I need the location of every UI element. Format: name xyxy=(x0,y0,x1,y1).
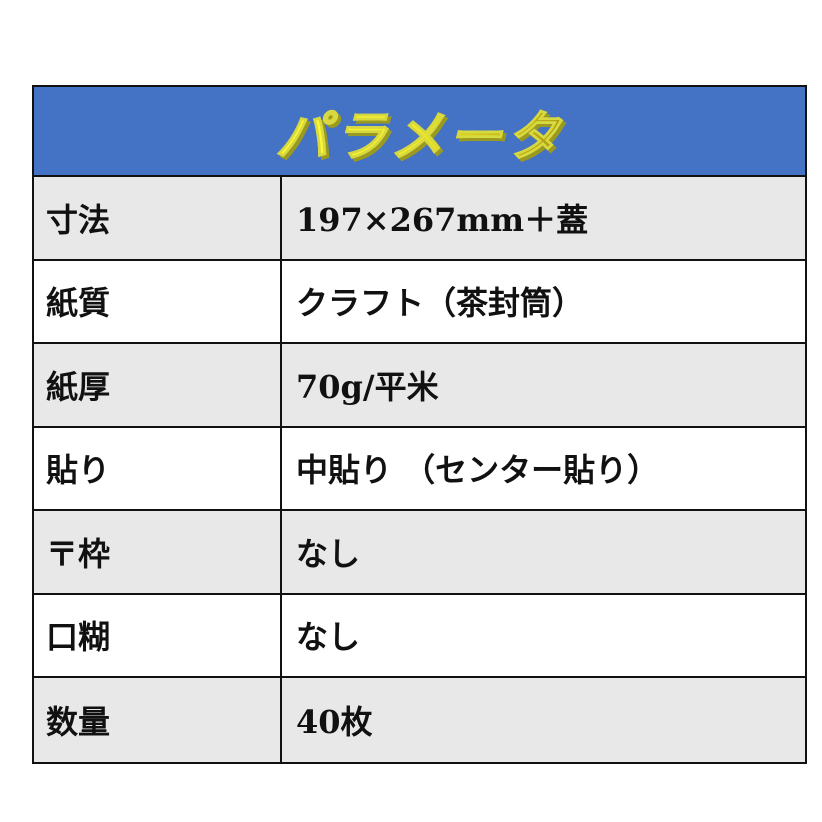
row-label: 数量 xyxy=(34,678,282,762)
table-row: 〒枠 なし xyxy=(34,511,805,595)
table-row: 紙質 クラフト（茶封筒） xyxy=(34,260,805,344)
row-label: 寸法 xyxy=(34,177,282,259)
row-label: 口糊 xyxy=(34,594,282,676)
row-value: クラフト（茶封筒） xyxy=(296,284,585,323)
row-value: 70g/平米 xyxy=(296,367,439,406)
row-label: 〒枠 xyxy=(34,511,282,593)
row-label: 貼り xyxy=(34,427,282,509)
row-value: なし xyxy=(296,618,361,657)
row-value: 197×267mm＋蓋 xyxy=(296,200,589,239)
row-value: 中貼り （センター貼り） xyxy=(296,451,660,490)
table-title: パラメータ xyxy=(275,92,563,171)
parameter-table: パラメータ 寸法 197×267mm＋蓋 紙質 クラフト（茶封筒） 紙厚 70g… xyxy=(32,85,807,764)
row-value: 40枚 xyxy=(296,702,373,741)
row-value: なし xyxy=(296,534,361,573)
table-row: 口糊 なし xyxy=(34,594,805,678)
table-header: パラメータ xyxy=(34,87,805,177)
row-label: 紙厚 xyxy=(34,344,282,426)
table-row: 数量 40枚 xyxy=(34,678,805,762)
table-row: 寸法 197×267mm＋蓋 xyxy=(34,177,805,261)
row-label: 紙質 xyxy=(34,260,282,342)
table-row: 貼り 中貼り （センター貼り） xyxy=(34,427,805,511)
table-row: 紙厚 70g/平米 xyxy=(34,344,805,428)
